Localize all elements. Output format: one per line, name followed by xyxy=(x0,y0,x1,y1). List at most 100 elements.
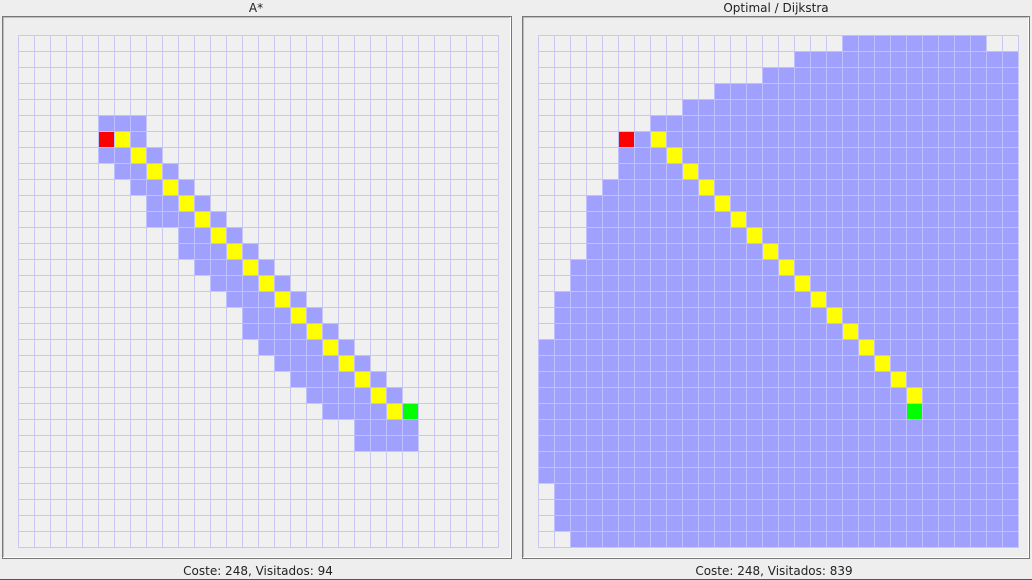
empty-cell[interactable] xyxy=(354,195,370,211)
empty-cell[interactable] xyxy=(194,323,210,339)
visited-cell[interactable] xyxy=(402,419,418,435)
empty-cell[interactable] xyxy=(402,131,418,147)
visited-cell[interactable] xyxy=(762,515,778,531)
visited-cell[interactable] xyxy=(666,323,682,339)
empty-cell[interactable] xyxy=(418,243,434,259)
visited-cell[interactable] xyxy=(1002,483,1018,499)
empty-cell[interactable] xyxy=(290,147,306,163)
empty-cell[interactable] xyxy=(50,531,66,547)
empty-cell[interactable] xyxy=(602,147,618,163)
visited-cell[interactable] xyxy=(794,243,810,259)
empty-cell[interactable] xyxy=(338,451,354,467)
empty-cell[interactable] xyxy=(354,147,370,163)
visited-cell[interactable] xyxy=(554,387,570,403)
empty-cell[interactable] xyxy=(290,499,306,515)
empty-cell[interactable] xyxy=(178,115,194,131)
empty-cell[interactable] xyxy=(586,35,602,51)
visited-cell[interactable] xyxy=(1002,355,1018,371)
visited-cell[interactable] xyxy=(778,275,794,291)
empty-cell[interactable] xyxy=(274,227,290,243)
empty-cell[interactable] xyxy=(434,435,450,451)
empty-cell[interactable] xyxy=(354,67,370,83)
empty-cell[interactable] xyxy=(418,211,434,227)
empty-cell[interactable] xyxy=(482,531,498,547)
path-cell[interactable] xyxy=(666,147,682,163)
visited-cell[interactable] xyxy=(634,499,650,515)
empty-cell[interactable] xyxy=(130,403,146,419)
path-cell[interactable] xyxy=(650,131,666,147)
empty-cell[interactable] xyxy=(338,179,354,195)
visited-cell[interactable] xyxy=(586,211,602,227)
visited-cell[interactable] xyxy=(874,259,890,275)
empty-cell[interactable] xyxy=(178,291,194,307)
visited-cell[interactable] xyxy=(938,451,954,467)
visited-cell[interactable] xyxy=(954,259,970,275)
empty-cell[interactable] xyxy=(66,35,82,51)
visited-cell[interactable] xyxy=(778,515,794,531)
visited-cell[interactable] xyxy=(650,403,666,419)
empty-cell[interactable] xyxy=(18,35,34,51)
visited-cell[interactable] xyxy=(762,531,778,547)
visited-cell[interactable] xyxy=(618,371,634,387)
visited-cell[interactable] xyxy=(954,291,970,307)
empty-cell[interactable] xyxy=(338,419,354,435)
empty-cell[interactable] xyxy=(322,99,338,115)
empty-cell[interactable] xyxy=(538,131,554,147)
visited-cell[interactable] xyxy=(682,275,698,291)
visited-cell[interactable] xyxy=(842,227,858,243)
empty-cell[interactable] xyxy=(34,355,50,371)
visited-cell[interactable] xyxy=(794,515,810,531)
visited-cell[interactable] xyxy=(554,323,570,339)
empty-cell[interactable] xyxy=(82,115,98,131)
visited-cell[interactable] xyxy=(650,323,666,339)
visited-cell[interactable] xyxy=(842,163,858,179)
visited-cell[interactable] xyxy=(618,243,634,259)
empty-cell[interactable] xyxy=(18,323,34,339)
path-cell[interactable] xyxy=(698,179,714,195)
visited-cell[interactable] xyxy=(666,339,682,355)
visited-cell[interactable] xyxy=(986,259,1002,275)
empty-cell[interactable] xyxy=(18,339,34,355)
empty-cell[interactable] xyxy=(322,115,338,131)
path-cell[interactable] xyxy=(178,195,194,211)
empty-cell[interactable] xyxy=(466,115,482,131)
visited-cell[interactable] xyxy=(874,115,890,131)
empty-cell[interactable] xyxy=(554,211,570,227)
visited-cell[interactable] xyxy=(954,323,970,339)
visited-cell[interactable] xyxy=(986,339,1002,355)
empty-cell[interactable] xyxy=(194,339,210,355)
visited-cell[interactable] xyxy=(746,355,762,371)
empty-cell[interactable] xyxy=(146,371,162,387)
empty-cell[interactable] xyxy=(226,515,242,531)
visited-cell[interactable] xyxy=(650,483,666,499)
visited-cell[interactable] xyxy=(178,211,194,227)
visited-cell[interactable] xyxy=(226,291,242,307)
empty-cell[interactable] xyxy=(338,227,354,243)
empty-cell[interactable] xyxy=(538,115,554,131)
empty-cell[interactable] xyxy=(354,515,370,531)
empty-cell[interactable] xyxy=(466,355,482,371)
visited-cell[interactable] xyxy=(922,35,938,51)
empty-cell[interactable] xyxy=(554,35,570,51)
visited-cell[interactable] xyxy=(714,435,730,451)
empty-cell[interactable] xyxy=(162,51,178,67)
empty-cell[interactable] xyxy=(418,259,434,275)
visited-cell[interactable] xyxy=(906,483,922,499)
empty-cell[interactable] xyxy=(50,115,66,131)
empty-cell[interactable] xyxy=(554,51,570,67)
empty-cell[interactable] xyxy=(146,83,162,99)
empty-cell[interactable] xyxy=(226,323,242,339)
empty-cell[interactable] xyxy=(226,99,242,115)
visited-cell[interactable] xyxy=(130,179,146,195)
empty-cell[interactable] xyxy=(242,115,258,131)
visited-cell[interactable] xyxy=(826,387,842,403)
visited-cell[interactable] xyxy=(698,211,714,227)
empty-cell[interactable] xyxy=(50,243,66,259)
empty-cell[interactable] xyxy=(18,499,34,515)
visited-cell[interactable] xyxy=(698,163,714,179)
empty-cell[interactable] xyxy=(306,195,322,211)
empty-cell[interactable] xyxy=(162,499,178,515)
empty-cell[interactable] xyxy=(290,467,306,483)
empty-cell[interactable] xyxy=(338,67,354,83)
empty-cell[interactable] xyxy=(354,451,370,467)
